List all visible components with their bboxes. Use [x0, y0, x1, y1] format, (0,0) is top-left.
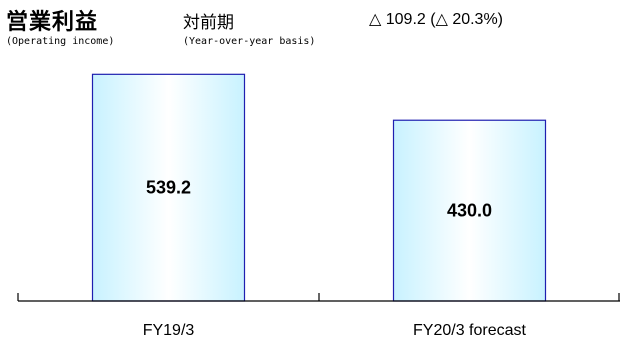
yoy-label-english: (Year-over-year basis)	[183, 36, 316, 47]
bar-value-label-0: 539.2	[146, 178, 191, 198]
yoy-label: 対前期	[183, 13, 234, 33]
chart-title-english: (Operating income)	[6, 36, 115, 47]
chart-title: 営業利益	[6, 10, 99, 35]
yoy-change-value: △ 109.2 (△ 20.3%)	[369, 11, 504, 28]
bar-value-label-1: 430.0	[447, 201, 492, 221]
bar-1	[392, 119, 547, 302]
x-tick-label-1: FY20/3 forecast	[413, 322, 527, 339]
x-tick-label-0: FY19/3	[143, 322, 195, 339]
